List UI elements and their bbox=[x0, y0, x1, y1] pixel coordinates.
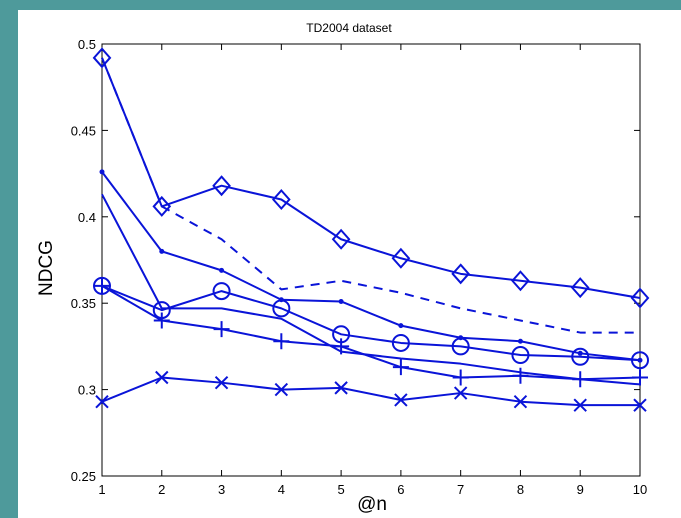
x-tick-label: 9 bbox=[577, 482, 584, 497]
y-tick-label: 0.4 bbox=[78, 210, 96, 225]
plus-marker bbox=[512, 367, 529, 384]
plot-area bbox=[101, 43, 641, 477]
plus-marker bbox=[94, 277, 110, 294]
series-layer bbox=[92, 47, 650, 412]
series-2 bbox=[101, 57, 640, 334]
series-line bbox=[101, 284, 641, 362]
dot-marker bbox=[99, 169, 105, 175]
x-tick-label: 10 bbox=[633, 482, 647, 497]
series-line bbox=[101, 376, 640, 407]
plus-marker bbox=[452, 369, 469, 386]
circle-marker bbox=[511, 346, 530, 365]
x-tick-label: 5 bbox=[337, 482, 344, 497]
x-tick-label: 2 bbox=[158, 482, 165, 497]
dot-marker bbox=[577, 350, 583, 356]
x-marker bbox=[274, 382, 289, 397]
circle-marker bbox=[451, 337, 470, 356]
circle-marker bbox=[212, 282, 231, 301]
diamond-marker bbox=[92, 47, 112, 69]
circle-marker bbox=[272, 299, 291, 318]
x-marker bbox=[453, 386, 468, 400]
y-axis-title: NDCG bbox=[36, 240, 57, 296]
x-tick-label: 8 bbox=[517, 482, 524, 497]
axis-ticks: 1 2 3 4 5 6 7 8 9 10 0.25 0.3 0.35 0.4 0.45 0.5 bbox=[71, 37, 648, 497]
dot-marker bbox=[219, 267, 225, 273]
series-4 bbox=[101, 193, 641, 386]
x-marker bbox=[155, 370, 169, 385]
circle-marker bbox=[391, 333, 410, 352]
plus-marker bbox=[572, 371, 589, 388]
diamond-marker bbox=[451, 263, 471, 285]
diamond-marker bbox=[630, 287, 650, 309]
diamond-marker bbox=[271, 189, 291, 211]
line-chart: TD2004 dataset @n NDCG 1 2 3 4 5 6 7 8 9 10 0.25 0.… bbox=[36, 21, 650, 515]
x-tick-label: 1 bbox=[98, 482, 105, 497]
series-line bbox=[101, 193, 641, 386]
x-marker bbox=[513, 394, 528, 409]
plus-marker bbox=[392, 359, 409, 376]
diamond-marker bbox=[152, 195, 172, 217]
diamond-marker bbox=[331, 228, 351, 250]
figure-panel: TD2004 dataset @n NDCG 1 2 3 4 5 6 7 8 9 10 0.25 0.… bbox=[18, 10, 681, 518]
y-tick-label: 0.3 bbox=[78, 383, 96, 398]
diamond-marker bbox=[391, 247, 411, 269]
diamond-marker bbox=[212, 175, 231, 197]
y-tick-label: 0.5 bbox=[78, 37, 96, 52]
plus-marker bbox=[213, 321, 230, 338]
series-7 bbox=[95, 370, 647, 412]
x-marker bbox=[573, 398, 587, 412]
series-line bbox=[101, 57, 640, 334]
dot-marker bbox=[398, 323, 404, 329]
plus-marker bbox=[153, 312, 170, 329]
x-marker bbox=[334, 381, 348, 395]
x-tick-label: 4 bbox=[278, 482, 285, 497]
circle-marker bbox=[571, 347, 590, 366]
plus-marker bbox=[632, 369, 648, 386]
x-tick-label: 3 bbox=[218, 482, 225, 497]
x-marker bbox=[214, 375, 229, 390]
circle-marker bbox=[631, 351, 649, 370]
series-line bbox=[101, 285, 641, 381]
dot-marker bbox=[338, 298, 344, 304]
series-line bbox=[101, 171, 641, 362]
x-tick-label: 6 bbox=[397, 482, 404, 497]
chart-title: TD2004 dataset bbox=[306, 21, 392, 35]
plus-marker bbox=[273, 333, 290, 350]
x-tick-label: 7 bbox=[457, 482, 464, 497]
series-5 bbox=[93, 276, 649, 370]
diamond-marker bbox=[570, 277, 590, 299]
plus-marker bbox=[333, 338, 350, 355]
series-line bbox=[101, 57, 641, 300]
series-6 bbox=[94, 277, 648, 388]
x-axis-title: @n bbox=[357, 494, 387, 515]
dot-marker bbox=[517, 338, 523, 344]
series-1 bbox=[92, 47, 650, 309]
x-marker bbox=[394, 393, 408, 407]
diamond-marker bbox=[511, 270, 530, 292]
x-marker bbox=[95, 394, 109, 409]
y-tick-label: 0.45 bbox=[71, 123, 96, 138]
y-tick-label: 0.35 bbox=[71, 296, 96, 311]
dot-marker bbox=[159, 248, 165, 254]
y-tick-label: 0.25 bbox=[71, 469, 96, 484]
x-marker bbox=[633, 398, 647, 412]
